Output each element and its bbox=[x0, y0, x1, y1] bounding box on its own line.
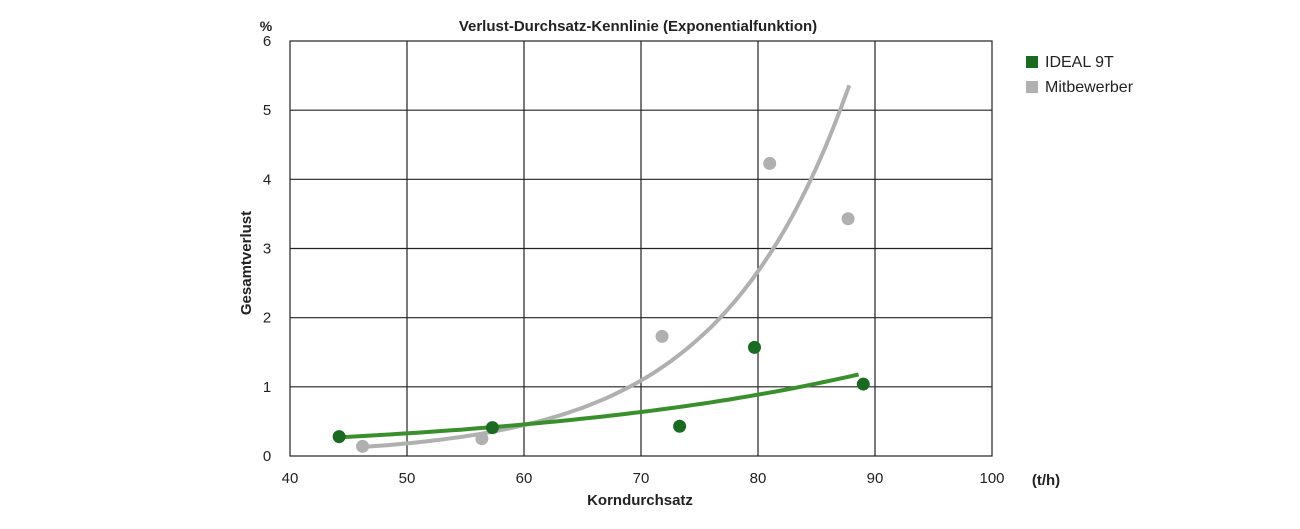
data-point-ideal-9t bbox=[747, 340, 761, 354]
legend-label: Mitbewerber bbox=[1045, 79, 1134, 96]
x-unit-label: (t/h) bbox=[1032, 472, 1060, 489]
legend: IDEAL 9T Mitbewerber bbox=[1026, 54, 1134, 96]
x-tick-label: 80 bbox=[750, 470, 767, 487]
x-tick-label: 50 bbox=[399, 470, 416, 487]
data-point-ideal-9t bbox=[856, 377, 870, 391]
trend-line-ideal-9t bbox=[339, 372, 860, 440]
legend-swatch bbox=[1026, 56, 1038, 68]
legend-label: IDEAL 9T bbox=[1045, 54, 1114, 71]
y-tick-label: 6 bbox=[263, 33, 271, 50]
y-tick-label: 0 bbox=[263, 448, 271, 465]
x-tick-label: 70 bbox=[633, 470, 650, 487]
data-point-mitbewerber bbox=[763, 156, 777, 170]
x-tick-label: 60 bbox=[516, 470, 533, 487]
x-tick-label: 40 bbox=[282, 470, 299, 487]
y-tick-label: 1 bbox=[263, 379, 271, 396]
y-tick-label: 5 bbox=[263, 102, 271, 119]
data-point-ideal-9t bbox=[485, 421, 499, 435]
x-tick-label: 100 bbox=[979, 470, 1004, 487]
chart-title: Verlust-Durchsatz-Kennlinie (Exponential… bbox=[459, 18, 817, 35]
y-tick-label: 4 bbox=[263, 171, 271, 188]
trend-line-mitbewerber bbox=[362, 84, 852, 449]
x-axis-title: Korndurchsatz bbox=[587, 492, 693, 509]
data-point-mitbewerber bbox=[356, 439, 370, 453]
y-unit-label: % bbox=[260, 18, 273, 34]
series-layer bbox=[332, 84, 870, 453]
data-point-ideal-9t bbox=[332, 430, 346, 444]
data-point-mitbewerber bbox=[841, 212, 855, 226]
data-point-ideal-9t bbox=[673, 419, 687, 433]
legend-swatch bbox=[1026, 81, 1038, 93]
tick-labels: 40 50 60 70 80 90 100 0 1 2 3 4 5 6 bbox=[263, 33, 1005, 487]
data-point-mitbewerber bbox=[475, 432, 489, 446]
x-tick-label: 90 bbox=[867, 470, 884, 487]
y-axis-title: Gesamtverlust bbox=[238, 211, 255, 315]
y-tick-label: 3 bbox=[263, 241, 271, 258]
y-tick-label: 2 bbox=[263, 310, 271, 327]
grid bbox=[289, 40, 993, 457]
data-point-mitbewerber bbox=[655, 329, 669, 343]
